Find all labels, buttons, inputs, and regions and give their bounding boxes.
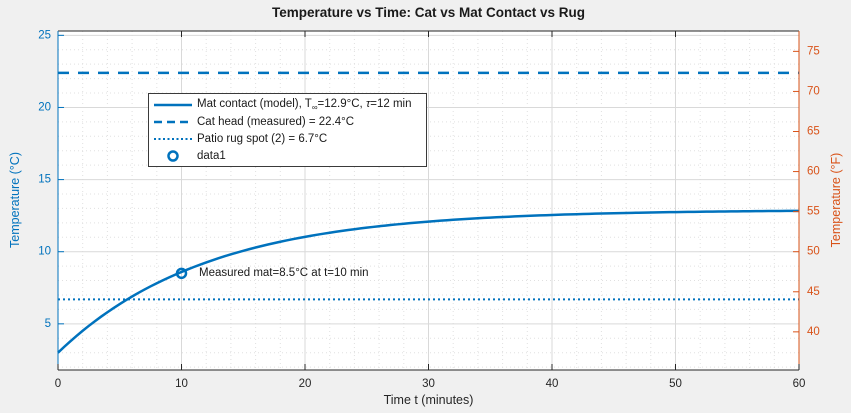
y-right-tick-label: 65 — [807, 125, 820, 137]
y-axis-label-right: Temperature (°F) — [829, 152, 843, 248]
y-right-tick-label: 60 — [807, 166, 820, 178]
minor-grid-layer — [58, 31, 799, 370]
x-tick-label: 10 — [175, 378, 188, 390]
chart-title: Temperature vs Time: Cat vs Mat Contact … — [271, 5, 586, 20]
x-tick-label: 20 — [299, 378, 312, 390]
legend-sample-dotted-line — [149, 135, 197, 143]
x-axis-label: Time t (minutes) — [383, 393, 474, 407]
y-right-tick-label: 75 — [807, 45, 820, 57]
y-right-tick-label: 55 — [807, 206, 820, 218]
y-left-tick-label: 15 — [38, 174, 51, 186]
legend-sample-circle-marker — [149, 149, 197, 163]
x-tick-label: 0 — [55, 378, 61, 390]
legend-item-data1[interactable]: data1 — [149, 147, 426, 164]
legend-label-data1: data1 — [197, 149, 226, 162]
legend-item-mat-contact[interactable]: Mat contact (model), T∞=12.9°C, τ=12 min — [149, 96, 426, 113]
data1-marker — [175, 267, 188, 280]
y-left-tick-label: 5 — [45, 318, 51, 330]
legend-sample-solid-line — [149, 101, 197, 109]
x-tick-label: 30 — [422, 378, 435, 390]
y-right-tick-label: 40 — [807, 326, 820, 338]
y-right-tick-label: 70 — [807, 85, 820, 97]
series-mat-contact-curve — [57, 209, 800, 354]
legend-label-mat-contact: Mat contact (model), T∞=12.9°C, τ=12 min — [197, 97, 412, 112]
y-right-tick-label: 50 — [807, 246, 820, 258]
legend-item-patio-rug[interactable]: Patio rug spot (2) = 6.7°C — [149, 130, 426, 147]
y-left-tick-label: 20 — [38, 101, 51, 113]
x-tick-label: 50 — [669, 378, 682, 390]
y-left-tick-label: 25 — [38, 29, 51, 41]
legend-label-cat-head: Cat head (measured) = 22.4°C — [197, 115, 355, 128]
legend-sample-dashed-line — [149, 118, 197, 126]
tick-marks-layer — [57, 31, 800, 370]
y-right-tick-label: 45 — [807, 286, 820, 298]
y-axis-label-left: Temperature (°C) — [8, 152, 22, 248]
y-left-tick-label: 10 — [38, 246, 51, 258]
x-tick-label: 40 — [546, 378, 559, 390]
legend-box[interactable]: Mat contact (model), T∞=12.9°C, τ=12 min… — [148, 93, 427, 167]
legend-label-patio-rug: Patio rug spot (2) = 6.7°C — [197, 132, 328, 145]
data-point-annotation: Measured mat=8.5°C at t=10 min — [199, 267, 369, 279]
x-tick-label: 60 — [793, 378, 806, 390]
legend-item-cat-head[interactable]: Cat head (measured) = 22.4°C — [149, 113, 426, 130]
